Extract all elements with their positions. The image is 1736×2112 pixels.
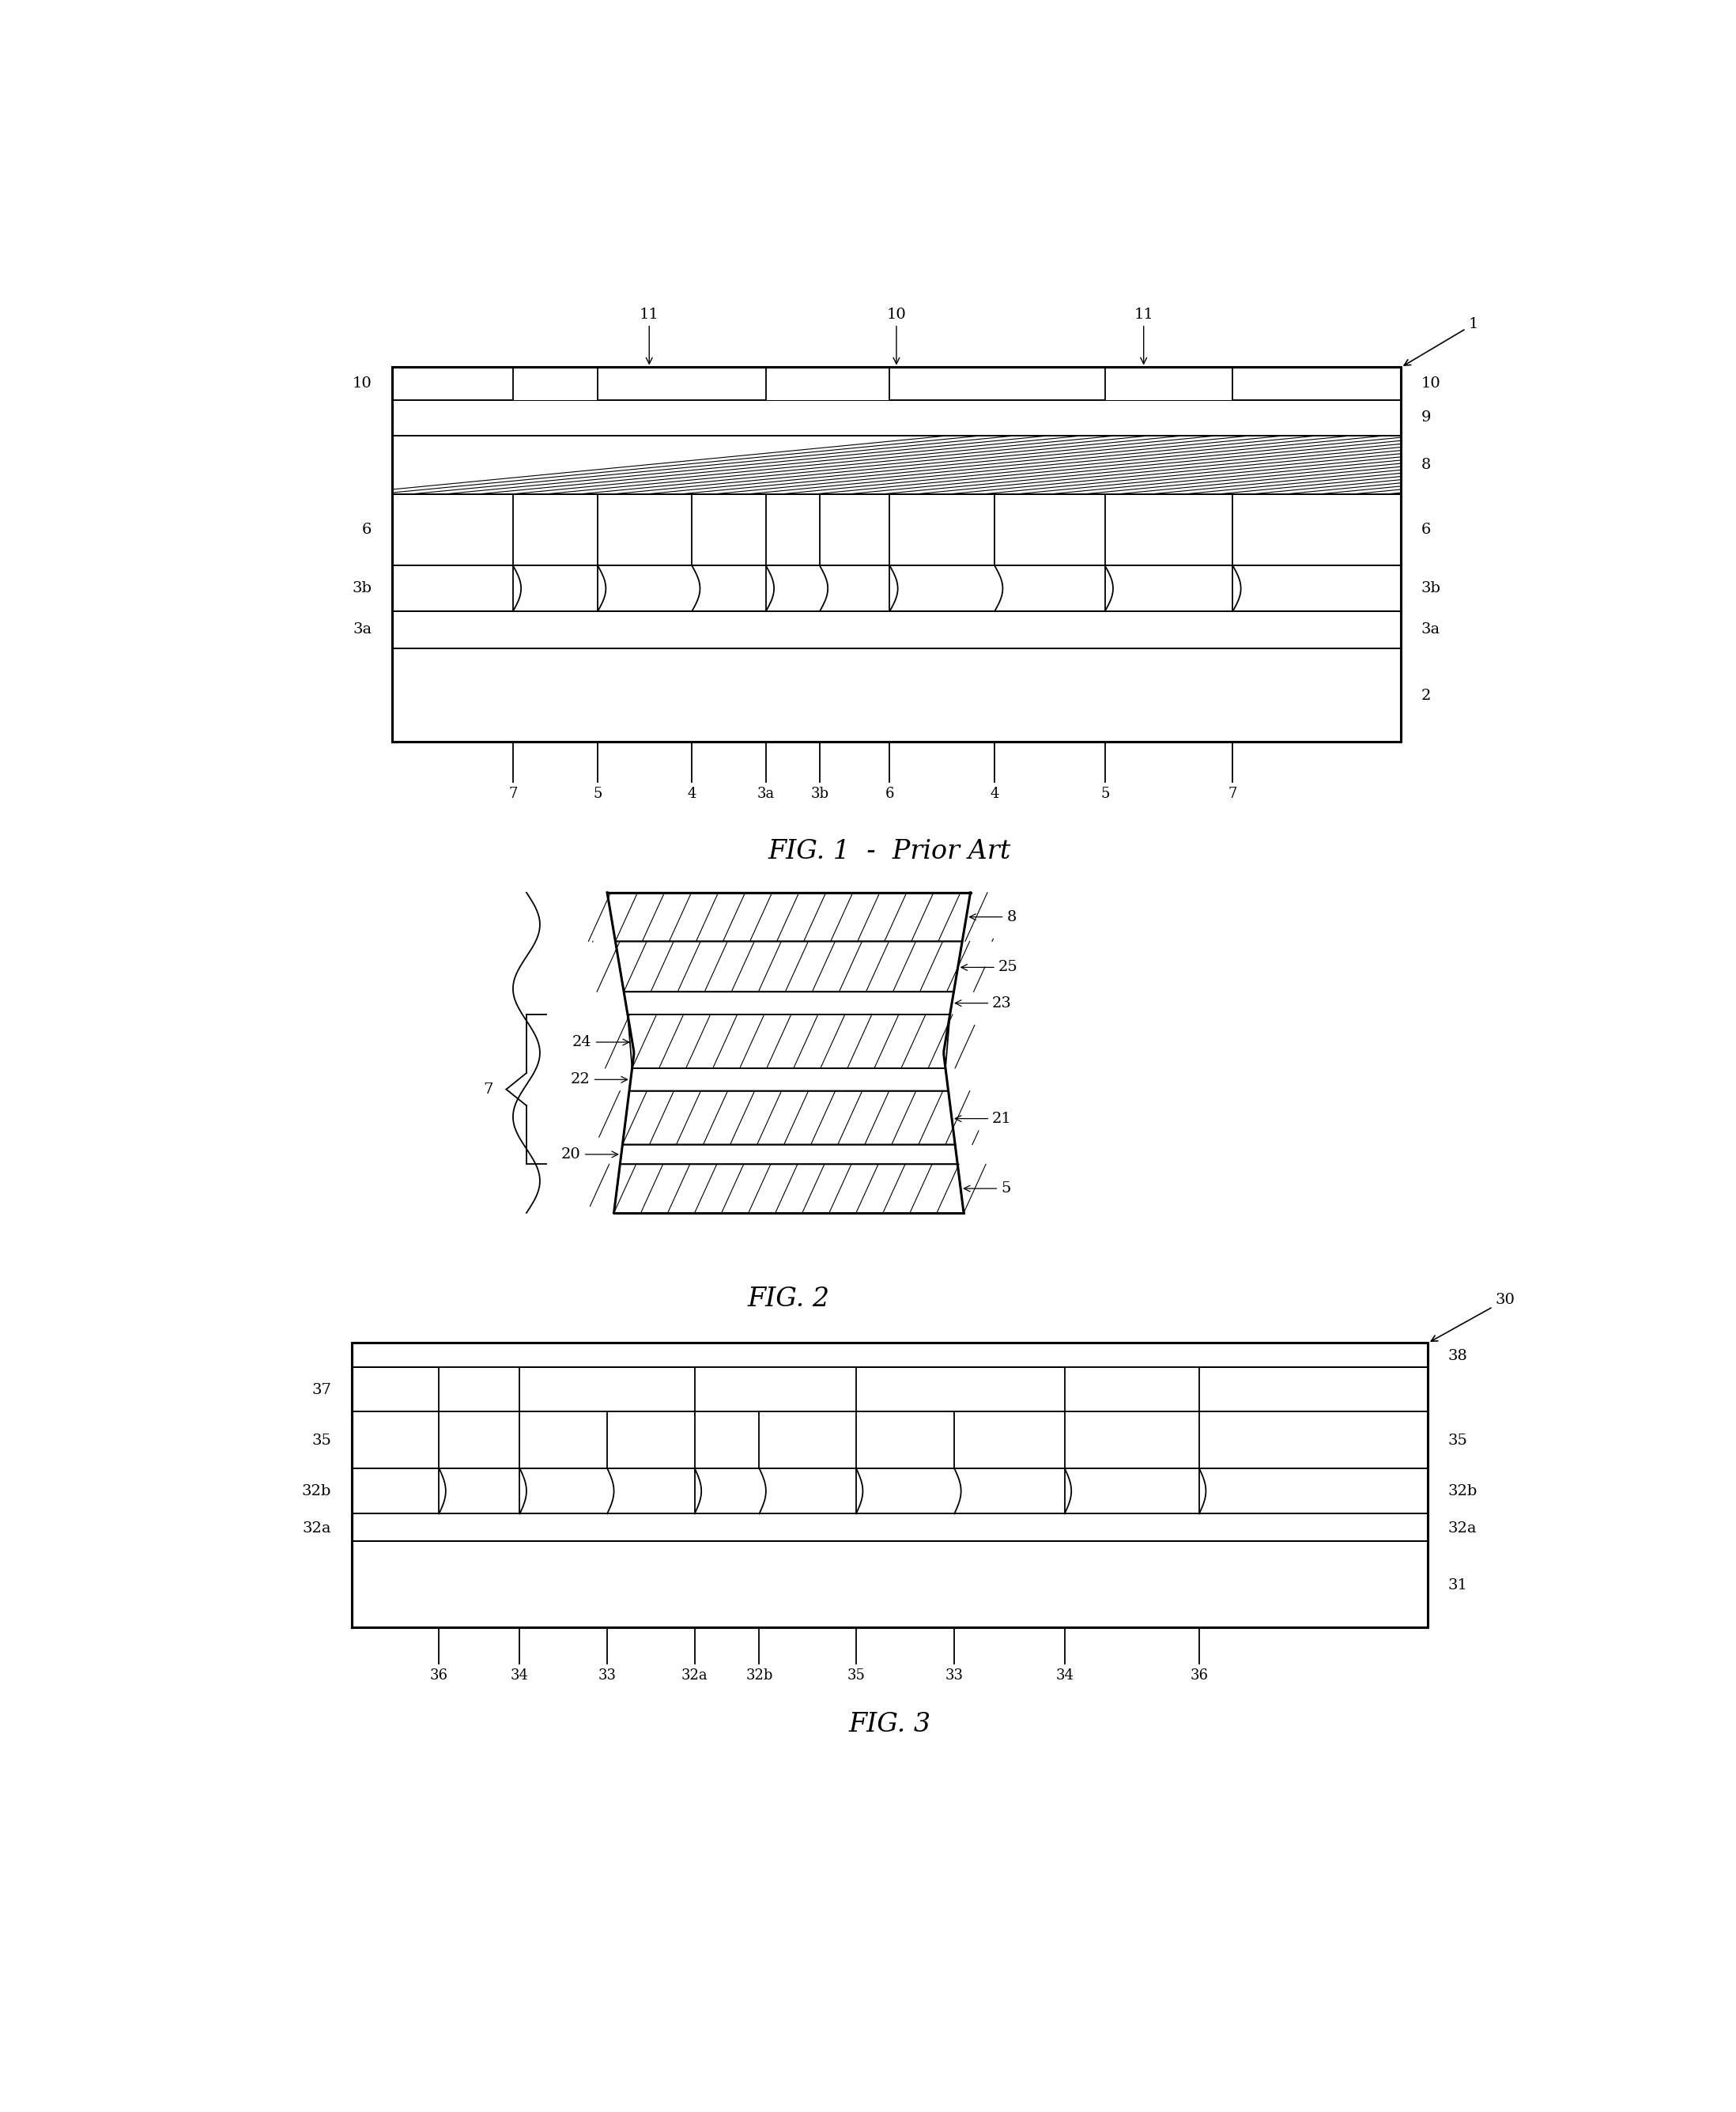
Text: 11: 11 <box>639 308 660 363</box>
Text: 10: 10 <box>887 308 906 363</box>
Text: 23: 23 <box>955 997 1012 1010</box>
Polygon shape <box>1200 1468 1427 1514</box>
Text: 33: 33 <box>599 1668 616 1683</box>
Text: 1: 1 <box>1404 317 1477 365</box>
Text: 38: 38 <box>1448 1350 1467 1362</box>
Polygon shape <box>392 367 1401 399</box>
Polygon shape <box>392 566 1401 610</box>
Text: 24: 24 <box>573 1035 628 1050</box>
Polygon shape <box>351 1343 1427 1366</box>
Text: 32a: 32a <box>1448 1521 1477 1535</box>
Text: 8: 8 <box>1422 458 1430 471</box>
Polygon shape <box>351 1468 1427 1514</box>
Polygon shape <box>891 367 1106 399</box>
Polygon shape <box>392 566 1401 610</box>
Text: 4: 4 <box>687 788 696 800</box>
Text: FIG. 3: FIG. 3 <box>849 1713 930 1738</box>
Text: 36: 36 <box>1191 1668 1208 1683</box>
Text: 11: 11 <box>1134 308 1153 363</box>
Text: 6: 6 <box>1422 524 1430 536</box>
Polygon shape <box>628 1069 948 1092</box>
Text: 36: 36 <box>431 1668 448 1683</box>
Text: 37: 37 <box>312 1383 332 1398</box>
Text: 4: 4 <box>990 788 1000 800</box>
Text: 34: 34 <box>1055 1668 1073 1683</box>
Polygon shape <box>623 1092 955 1145</box>
Text: 6: 6 <box>361 524 372 536</box>
Text: 3a: 3a <box>1422 623 1441 636</box>
Polygon shape <box>1200 1366 1427 1411</box>
Polygon shape <box>856 1366 1064 1411</box>
Text: 7: 7 <box>483 1081 493 1096</box>
Text: 32b: 32b <box>1448 1485 1477 1497</box>
Polygon shape <box>351 1542 1427 1628</box>
Text: 10: 10 <box>352 376 372 391</box>
Polygon shape <box>392 648 1401 741</box>
Text: 32a: 32a <box>681 1668 708 1683</box>
Text: 21: 21 <box>955 1111 1012 1126</box>
Text: 8: 8 <box>970 910 1017 925</box>
Text: 32b: 32b <box>302 1485 332 1497</box>
Polygon shape <box>1233 367 1401 399</box>
Polygon shape <box>615 1164 963 1212</box>
Polygon shape <box>623 993 953 1014</box>
Text: 5: 5 <box>1101 788 1109 800</box>
Polygon shape <box>351 1411 1427 1468</box>
Polygon shape <box>351 1366 439 1411</box>
Polygon shape <box>392 367 1401 399</box>
Text: 31: 31 <box>1448 1578 1467 1592</box>
Text: 30: 30 <box>1430 1293 1516 1341</box>
Text: 3b: 3b <box>352 581 372 596</box>
Text: FIG. 2: FIG. 2 <box>748 1286 830 1312</box>
Polygon shape <box>856 1468 1064 1514</box>
Text: 32b: 32b <box>745 1668 773 1683</box>
Text: 2: 2 <box>1422 689 1430 703</box>
Text: 3a: 3a <box>352 623 372 636</box>
Polygon shape <box>392 610 1401 648</box>
Polygon shape <box>351 1514 1427 1542</box>
Polygon shape <box>351 1366 1427 1411</box>
Text: FIG. 1  -  Prior Art: FIG. 1 - Prior Art <box>769 838 1010 864</box>
Text: 7: 7 <box>509 788 517 800</box>
Polygon shape <box>392 566 514 610</box>
Text: 33: 33 <box>944 1668 963 1683</box>
Text: 35: 35 <box>1448 1434 1467 1447</box>
Polygon shape <box>597 367 766 399</box>
Polygon shape <box>620 1145 958 1164</box>
Polygon shape <box>392 435 1401 494</box>
Polygon shape <box>519 1366 694 1411</box>
Polygon shape <box>392 399 1401 435</box>
Polygon shape <box>392 367 514 399</box>
Text: 20: 20 <box>561 1147 618 1162</box>
Polygon shape <box>891 566 1106 610</box>
Polygon shape <box>351 1468 439 1514</box>
Polygon shape <box>608 893 970 942</box>
Text: 5: 5 <box>963 1181 1010 1195</box>
Text: 10: 10 <box>1422 376 1441 391</box>
Text: 32a: 32a <box>302 1521 332 1535</box>
Polygon shape <box>1233 566 1401 610</box>
Polygon shape <box>628 1014 950 1069</box>
Text: 3b: 3b <box>811 788 828 800</box>
Text: 22: 22 <box>571 1073 627 1088</box>
Text: 35: 35 <box>847 1668 865 1683</box>
Text: 3a: 3a <box>757 788 774 800</box>
Text: 35: 35 <box>312 1434 332 1447</box>
Text: 34: 34 <box>510 1668 529 1683</box>
Polygon shape <box>597 566 766 610</box>
Text: 25: 25 <box>962 961 1017 974</box>
Text: 7: 7 <box>1229 788 1238 800</box>
Polygon shape <box>615 942 962 993</box>
Polygon shape <box>351 1366 1427 1411</box>
Text: 3b: 3b <box>1422 581 1441 596</box>
Polygon shape <box>351 1468 1427 1514</box>
Text: 9: 9 <box>1422 410 1430 425</box>
Polygon shape <box>519 1468 694 1514</box>
Polygon shape <box>392 494 1401 566</box>
Text: 6: 6 <box>885 788 894 800</box>
Text: 5: 5 <box>594 788 602 800</box>
